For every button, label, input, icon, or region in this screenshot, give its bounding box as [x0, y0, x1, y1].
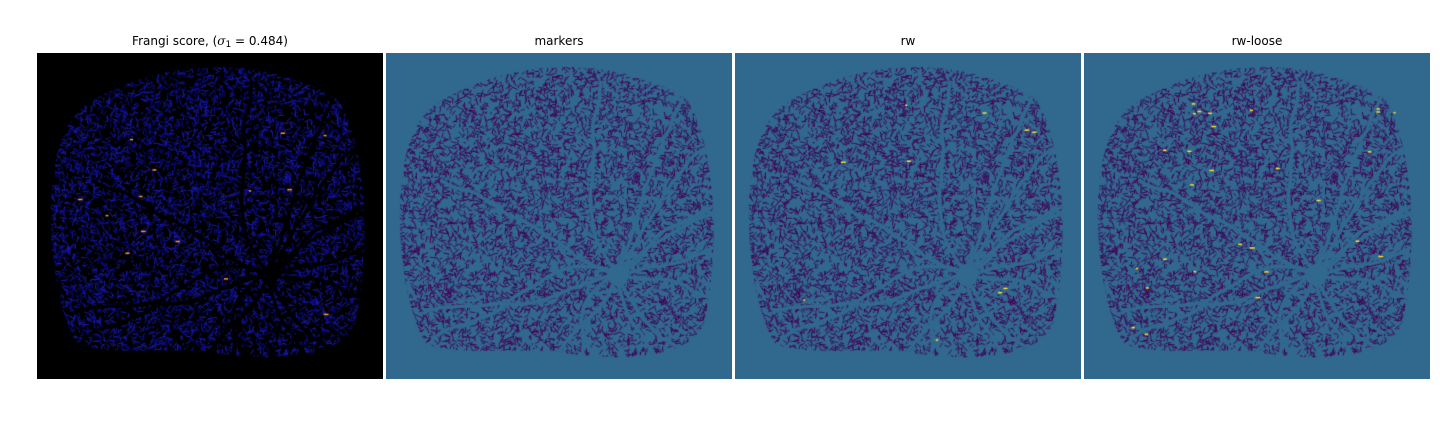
- frangi-score-image: [37, 53, 383, 379]
- frangi-score-panel: [37, 53, 383, 379]
- frangi-title-symbol: σ: [217, 34, 226, 48]
- markers-panel: [386, 53, 732, 379]
- rw-panel-title: rw: [900, 34, 916, 48]
- rw-loose-panel: [1084, 53, 1430, 379]
- rw-panel: [735, 53, 1081, 379]
- markers-image: [386, 53, 732, 379]
- rw-loose-image: [1084, 53, 1430, 379]
- rw-image: [735, 53, 1081, 379]
- rw-loose-panel-title: rw-loose: [1231, 34, 1283, 48]
- frangi-panel-title: Frangi score, (σ1 = 0.484): [37, 34, 383, 50]
- frangi-title-subscript: 1: [225, 40, 232, 50]
- frangi-title-prefix: Frangi score, (: [132, 34, 218, 48]
- frangi-title-suffix: = 0.484): [231, 34, 288, 48]
- markers-panel-title: markers: [534, 34, 584, 48]
